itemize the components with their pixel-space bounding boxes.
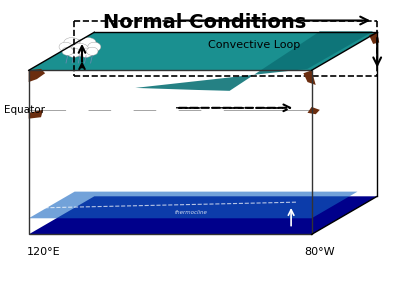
Polygon shape	[29, 110, 43, 119]
Text: 120°E: 120°E	[27, 247, 60, 257]
Ellipse shape	[78, 105, 151, 115]
Polygon shape	[368, 32, 378, 44]
Ellipse shape	[90, 106, 139, 113]
Ellipse shape	[0, 85, 339, 135]
Polygon shape	[135, 31, 372, 91]
Polygon shape	[307, 107, 319, 114]
Circle shape	[88, 42, 101, 52]
Text: Normal Conditions: Normal Conditions	[103, 13, 306, 32]
Circle shape	[67, 48, 80, 57]
Polygon shape	[29, 196, 376, 234]
Ellipse shape	[45, 101, 184, 119]
Circle shape	[59, 42, 72, 52]
Text: thermocline: thermocline	[174, 210, 207, 215]
Ellipse shape	[0, 88, 307, 131]
Polygon shape	[29, 32, 376, 70]
Ellipse shape	[61, 103, 168, 117]
Circle shape	[71, 43, 89, 56]
Polygon shape	[29, 192, 357, 218]
Ellipse shape	[0, 94, 249, 125]
Text: Equator: Equator	[4, 105, 45, 115]
Polygon shape	[29, 69, 45, 82]
Text: 80°W: 80°W	[304, 247, 334, 257]
Circle shape	[86, 47, 98, 55]
Polygon shape	[303, 70, 315, 85]
Ellipse shape	[25, 99, 204, 120]
Ellipse shape	[0, 91, 278, 128]
Ellipse shape	[4, 97, 225, 123]
Circle shape	[80, 38, 96, 49]
Circle shape	[62, 47, 73, 55]
Circle shape	[70, 40, 90, 54]
Polygon shape	[131, 108, 258, 113]
Text: Convective Loop: Convective Loop	[207, 40, 299, 50]
Circle shape	[63, 38, 80, 49]
Circle shape	[79, 48, 92, 57]
